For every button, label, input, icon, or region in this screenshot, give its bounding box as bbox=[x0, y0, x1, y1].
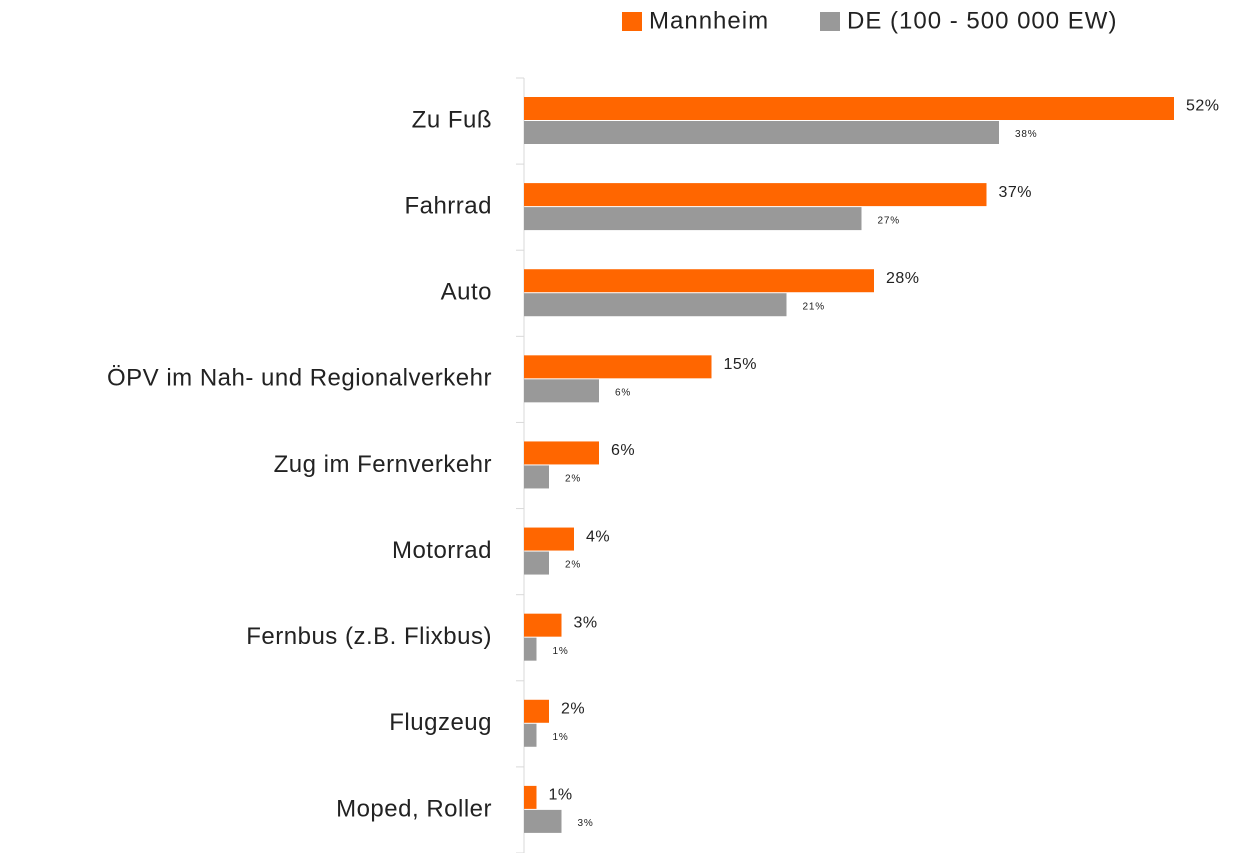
legend-label: Mannheim bbox=[649, 7, 769, 34]
legend-swatch bbox=[622, 12, 642, 31]
bar bbox=[524, 723, 537, 747]
value-label: 4% bbox=[586, 528, 610, 545]
y-tick-label: Fahrrad bbox=[404, 193, 492, 220]
y-tick-label: Motorrad bbox=[392, 537, 492, 564]
bar bbox=[524, 293, 787, 317]
y-tick-label: Zug im Fernverkehr bbox=[274, 451, 492, 478]
bar bbox=[524, 183, 987, 207]
value-label: 28% bbox=[886, 270, 920, 287]
bar bbox=[524, 637, 537, 661]
value-label: 6% bbox=[611, 442, 635, 459]
bar bbox=[524, 699, 549, 723]
value-label: 2% bbox=[565, 560, 581, 571]
value-label: 2% bbox=[561, 700, 585, 717]
value-label: 37% bbox=[999, 184, 1033, 201]
bar bbox=[524, 785, 537, 809]
y-tick-label: Moped, Roller bbox=[336, 795, 492, 822]
value-label: 1% bbox=[549, 787, 573, 804]
y-tick-label: ÖPV im Nah- und Regionalverkehr bbox=[107, 365, 492, 392]
bar bbox=[524, 465, 549, 489]
bar bbox=[524, 809, 562, 833]
bar bbox=[524, 379, 599, 403]
value-label: 27% bbox=[878, 215, 900, 226]
y-tick-label: Zu Fuß bbox=[412, 106, 492, 133]
bar bbox=[524, 613, 562, 637]
value-label: 2% bbox=[565, 474, 581, 485]
y-tick-label: Fernbus (z.B. Flixbus) bbox=[246, 623, 492, 650]
bar bbox=[524, 207, 862, 231]
value-label: 21% bbox=[803, 301, 825, 312]
value-label: 15% bbox=[724, 356, 758, 373]
value-label: 1% bbox=[553, 646, 569, 657]
legend-label: DE (100 - 500 000 EW) bbox=[847, 7, 1117, 34]
value-label: 1% bbox=[553, 732, 569, 743]
bar bbox=[524, 97, 1174, 120]
legend-swatch bbox=[820, 12, 840, 31]
bar bbox=[524, 441, 599, 465]
value-label: 3% bbox=[578, 818, 594, 829]
bar bbox=[524, 527, 574, 551]
value-label: 38% bbox=[1015, 129, 1037, 140]
y-tick-label: Flugzeug bbox=[389, 709, 492, 736]
value-label: 6% bbox=[615, 387, 631, 398]
bar bbox=[524, 355, 712, 379]
y-tick-label: Auto bbox=[441, 279, 492, 306]
bar bbox=[524, 551, 549, 575]
value-label: 3% bbox=[574, 614, 598, 631]
bar bbox=[524, 121, 999, 144]
bar bbox=[524, 269, 874, 293]
value-label: 52% bbox=[1186, 98, 1220, 115]
